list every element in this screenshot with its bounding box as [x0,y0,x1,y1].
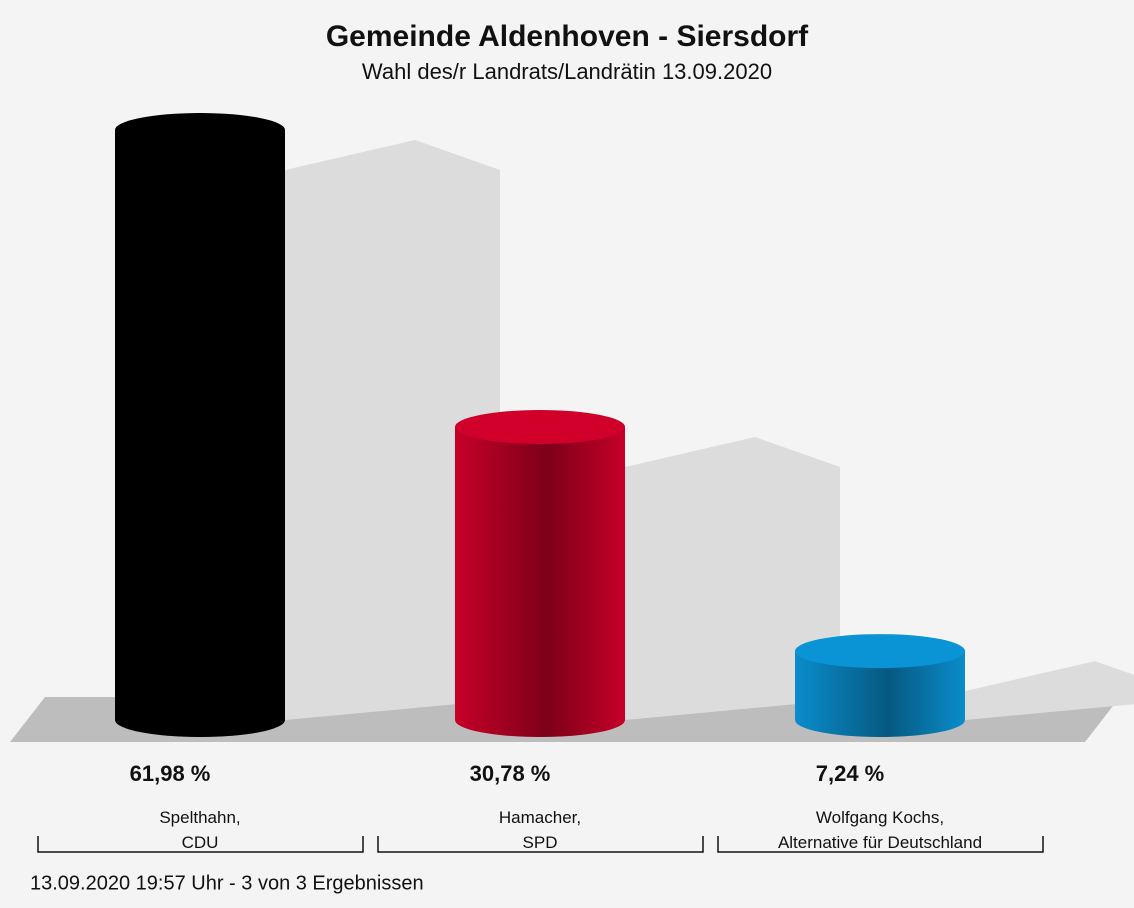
bar [115,113,285,737]
value-label: 7,24 % [816,761,885,786]
bar [795,634,965,737]
bar-top [115,113,285,147]
bar-top [795,634,965,669]
category-bracket [37,836,364,853]
bar-shade [795,651,965,737]
bar-shadow [625,436,840,720]
chart-subtitle: Wahl des/r Landrats/Landrätin 13.09.2020 [362,59,772,84]
bar-shade [115,130,285,737]
value-label: 30,78 % [470,761,551,786]
chart-title: Gemeinde Aldenhoven - Siersdorf [326,20,809,53]
category-label: Wolfgang Kochs, Alternative für Deutschl… [777,808,983,852]
category-bracket [377,836,704,853]
category-label: Spelthahn, CDU [159,808,241,852]
value-label: 61,98 % [130,761,211,786]
bar-top [455,409,625,444]
bar-shadow [285,140,500,720]
category-label: Hamacher, SPD [498,808,582,852]
bar-shadow [965,661,1134,720]
category-bracket [717,836,1044,853]
footer: 13.09.2020 19:57 Uhr - 3 von 3 Ergebniss… [30,872,424,894]
bar [455,409,625,737]
bar-shade [455,426,625,737]
